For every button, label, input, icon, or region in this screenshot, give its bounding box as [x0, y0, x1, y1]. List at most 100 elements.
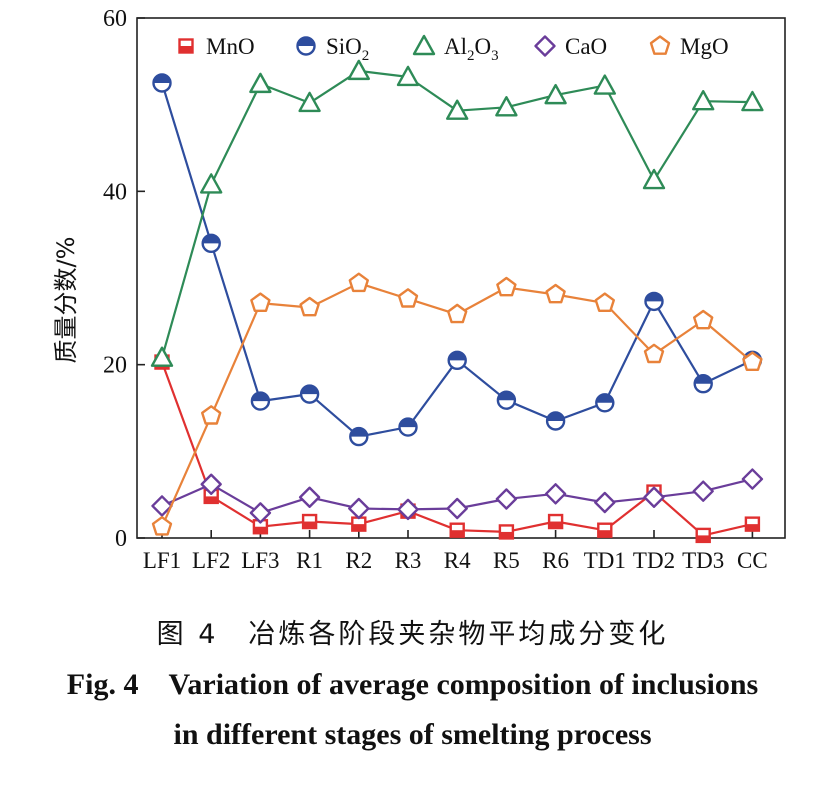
- marker-fill: [253, 526, 267, 534]
- data-point-mgo: [250, 292, 271, 312]
- marker-outline: [447, 303, 468, 324]
- x-tick-label: R2: [345, 548, 372, 573]
- data-point-sio2: [644, 291, 664, 312]
- legend-marker-sio2: [296, 36, 316, 56]
- marker-fill: [251, 392, 269, 402]
- data-point-sio2: [545, 411, 566, 431]
- marker-outline: [347, 59, 370, 81]
- x-tick-label: TD1: [584, 548, 626, 573]
- y-tick-label: 60: [103, 6, 127, 32]
- data-point-sio2: [447, 350, 467, 371]
- marker-outline: [397, 288, 419, 308]
- data-point-sio2: [201, 233, 221, 254]
- data-point-sio2: [595, 393, 615, 413]
- marker-outline: [643, 343, 665, 364]
- x-tick-label: TD3: [682, 548, 724, 573]
- x-tick-label: R3: [395, 548, 422, 573]
- data-point-al2o3: [642, 168, 666, 190]
- data-point-cao: [200, 473, 222, 495]
- y-axis: 0 20 40 60: [103, 6, 145, 552]
- marker-outline: [298, 91, 321, 113]
- data-point-al2o3: [396, 65, 420, 87]
- data-point-sio2: [693, 374, 713, 394]
- legend-label-al2o3: Al2O3: [444, 34, 499, 64]
- marker-fill: [204, 496, 218, 503]
- marker-fill: [153, 74, 171, 83]
- marker-outline: [692, 480, 714, 502]
- marker-fill: [596, 394, 614, 403]
- plot-border: [136, 17, 786, 539]
- marker-outline: [642, 168, 666, 190]
- data-point-mgo: [742, 351, 763, 371]
- y-tick-label: 20: [103, 353, 127, 379]
- marker-outline: [649, 35, 671, 55]
- series-line-sio2: [160, 82, 753, 438]
- series-mgo: [151, 272, 763, 536]
- data-point-sio2: [398, 417, 418, 437]
- data-point-mno: [301, 513, 318, 530]
- marker-fill: [303, 521, 317, 529]
- legend-item-mgo: MgO: [649, 34, 729, 59]
- data-point-mno: [449, 522, 465, 538]
- legend-item-al2o3: Al2O3: [412, 34, 499, 64]
- data-point-mgo: [200, 405, 222, 425]
- data-point-sio2: [349, 426, 369, 447]
- data-point-al2o3: [347, 59, 370, 81]
- marker-fill: [350, 428, 368, 437]
- marker-outline: [298, 486, 321, 508]
- marker-outline: [544, 483, 567, 505]
- marker-fill: [645, 292, 663, 302]
- plot-area: [136, 17, 786, 539]
- data-point-cao: [298, 486, 321, 508]
- caption-cn-text: 冶炼各阶段夹杂物平均成分变化: [248, 619, 669, 650]
- marker-outline: [348, 497, 370, 520]
- series-sio2: [152, 73, 763, 447]
- marker-outline: [299, 296, 320, 317]
- data-point-mgo: [299, 296, 320, 317]
- data-point-al2o3: [446, 99, 469, 120]
- data-point-cao: [348, 497, 370, 520]
- legend-marker-al2o3: [412, 34, 436, 56]
- data-point-cao: [692, 480, 714, 502]
- y-tick-label: 40: [103, 179, 127, 205]
- data-point-al2o3: [298, 91, 321, 113]
- series-cao: [151, 468, 764, 524]
- data-point-al2o3: [741, 90, 764, 112]
- data-point-cao: [397, 498, 419, 521]
- x-axis: LF1 LF2 LF3 R1 R2 R3 R4 R5 R6 TD1 TD2 TD3 CC: [143, 530, 768, 573]
- legend-label-mgo: MgO: [680, 34, 729, 59]
- marker-outline: [741, 468, 764, 490]
- marker-outline: [496, 276, 517, 297]
- legend-item-sio2: SiO2: [296, 34, 369, 64]
- legend-marker-mgo: [649, 35, 671, 55]
- x-tick-label: R5: [493, 548, 520, 573]
- marker-outline: [594, 292, 615, 312]
- marker-fill: [202, 234, 220, 244]
- data-point-sio2: [299, 384, 320, 404]
- marker-fill: [448, 351, 466, 361]
- data-point-mgo: [693, 309, 714, 330]
- marker-outline: [200, 405, 222, 425]
- x-tick-label: LF2: [192, 548, 230, 573]
- data-point-mgo: [594, 292, 615, 312]
- caption-en-label: Fig. 4: [66, 668, 139, 701]
- x-tick-label: TD2: [633, 548, 675, 573]
- data-point-al2o3: [199, 173, 223, 194]
- data-point-mno: [351, 516, 367, 532]
- marker-outline: [446, 99, 469, 120]
- marker-outline: [741, 90, 764, 112]
- data-point-cao: [544, 483, 567, 505]
- caption-cn: 图 4 冶炼各阶段夹杂物平均成分变化: [0, 612, 825, 651]
- marker-fill: [399, 418, 417, 428]
- data-point-cao: [594, 491, 616, 514]
- legend-marker-mno: [178, 38, 194, 54]
- marker-fill: [499, 531, 513, 539]
- marker-outline: [412, 34, 436, 56]
- data-point-mno: [744, 516, 761, 532]
- data-point-sio2: [496, 390, 517, 410]
- legend-item-cao: CaO: [534, 34, 607, 59]
- marker-outline: [495, 96, 518, 117]
- marker-outline: [250, 292, 271, 312]
- marker-outline: [151, 516, 173, 536]
- marker-fill: [179, 46, 193, 53]
